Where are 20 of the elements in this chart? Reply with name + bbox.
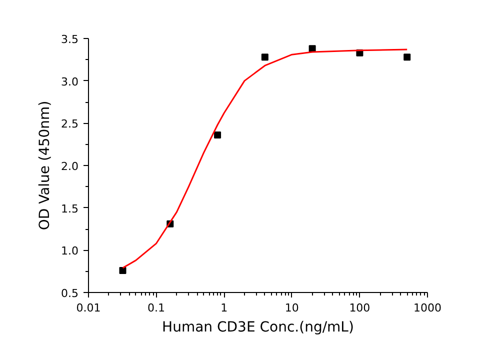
x-tick-label: 1000 xyxy=(414,302,442,314)
y-tick-label: 0.5 xyxy=(61,287,79,300)
y-tick-label: 1.0 xyxy=(61,244,79,258)
point xyxy=(308,45,316,52)
x-tick-label: 10 xyxy=(284,302,299,314)
y-tick-label: 3.5 xyxy=(61,33,79,46)
x-tick-label: 0.1 xyxy=(148,302,166,314)
point xyxy=(261,54,268,61)
y-axis-title: OD Value (450nm) xyxy=(37,100,54,230)
point xyxy=(214,132,222,139)
x-tick-label: 1 xyxy=(220,302,228,314)
y-tick-label: 2.5 xyxy=(61,118,79,131)
x-tick-label: 0.01 xyxy=(76,302,101,314)
y-tick-label: 3.0 xyxy=(61,75,79,88)
y-tick-label: 2.0 xyxy=(61,160,79,173)
x-axis-title: Human CD3E Conc.(ng/mL) xyxy=(162,320,354,336)
point xyxy=(404,54,411,61)
x-tick-label: 100 xyxy=(349,302,370,314)
y-tick-label: 1.5 xyxy=(61,202,79,216)
point xyxy=(119,266,126,274)
